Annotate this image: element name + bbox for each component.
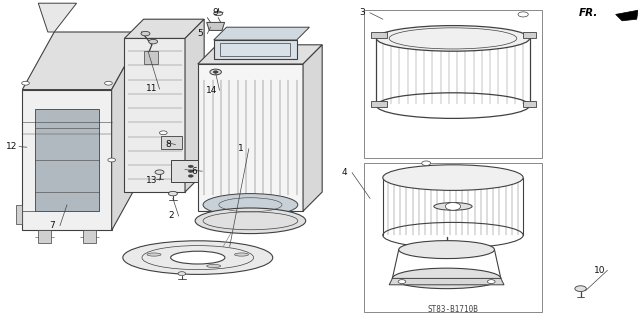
Polygon shape [214, 40, 297, 59]
Circle shape [105, 81, 112, 85]
Circle shape [210, 69, 221, 75]
Ellipse shape [392, 268, 501, 289]
Circle shape [108, 158, 115, 162]
Polygon shape [16, 205, 22, 224]
Text: 9: 9 [212, 8, 219, 17]
Text: 7: 7 [49, 221, 56, 230]
Circle shape [188, 175, 193, 177]
Polygon shape [22, 32, 144, 90]
Ellipse shape [147, 253, 161, 256]
Polygon shape [112, 32, 144, 230]
Polygon shape [198, 45, 322, 64]
Ellipse shape [195, 208, 306, 234]
Circle shape [422, 161, 431, 165]
Text: 3: 3 [359, 8, 366, 17]
Text: FR.: FR. [579, 8, 598, 19]
Polygon shape [144, 51, 158, 64]
Polygon shape [371, 101, 387, 107]
Text: 5: 5 [197, 29, 203, 38]
Ellipse shape [376, 26, 530, 51]
Circle shape [178, 272, 186, 276]
Polygon shape [38, 3, 77, 32]
Ellipse shape [203, 194, 298, 216]
Ellipse shape [207, 264, 221, 268]
Polygon shape [207, 22, 225, 30]
Circle shape [168, 191, 177, 196]
Text: 13: 13 [146, 176, 158, 185]
Circle shape [214, 11, 223, 16]
Ellipse shape [170, 251, 225, 264]
Text: 1: 1 [238, 144, 244, 153]
Text: 8: 8 [165, 140, 171, 149]
Polygon shape [389, 278, 504, 285]
Ellipse shape [399, 241, 494, 259]
Polygon shape [198, 64, 303, 211]
Ellipse shape [383, 165, 523, 190]
Text: 10: 10 [594, 266, 605, 275]
Circle shape [149, 39, 158, 44]
Circle shape [160, 131, 167, 135]
Text: 2: 2 [168, 212, 174, 220]
Polygon shape [35, 109, 99, 211]
Polygon shape [523, 101, 536, 107]
Ellipse shape [235, 253, 249, 256]
Circle shape [188, 165, 193, 168]
Circle shape [188, 170, 193, 172]
Text: ST83-B1710B: ST83-B1710B [427, 305, 478, 314]
Polygon shape [214, 27, 309, 40]
Circle shape [487, 280, 495, 284]
Circle shape [22, 81, 29, 85]
Polygon shape [124, 38, 185, 192]
Polygon shape [38, 230, 51, 243]
Polygon shape [303, 45, 322, 211]
Circle shape [445, 203, 461, 210]
Text: 6: 6 [191, 167, 198, 176]
Text: 12: 12 [6, 142, 17, 151]
Ellipse shape [434, 203, 472, 210]
Ellipse shape [122, 241, 273, 275]
Circle shape [213, 71, 218, 73]
Polygon shape [83, 230, 96, 243]
Polygon shape [371, 32, 387, 38]
Polygon shape [161, 136, 182, 149]
Polygon shape [523, 32, 536, 38]
Circle shape [141, 31, 150, 36]
Circle shape [518, 12, 528, 17]
Polygon shape [22, 90, 112, 230]
Polygon shape [171, 160, 198, 182]
Polygon shape [185, 19, 204, 192]
Text: 14: 14 [206, 86, 218, 95]
Text: 11: 11 [146, 84, 158, 93]
Polygon shape [616, 10, 638, 21]
Circle shape [575, 286, 586, 292]
Text: 4: 4 [342, 168, 347, 177]
Polygon shape [124, 19, 204, 38]
Circle shape [398, 280, 406, 284]
Circle shape [155, 170, 164, 174]
